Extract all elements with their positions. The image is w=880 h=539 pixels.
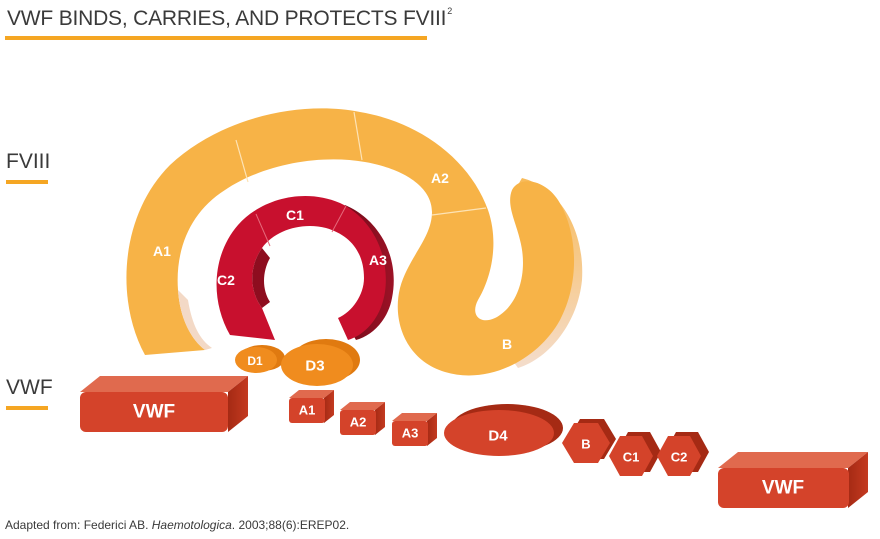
vwf-a3-label: A3 (402, 426, 419, 441)
fviii-a1-label: A1 (153, 243, 171, 259)
vwf-c1: C1 (609, 432, 661, 476)
fviii-ring-divider-2 (331, 205, 347, 233)
vwf-d3: D3 (281, 339, 360, 386)
fviii-divider-1 (235, 139, 249, 183)
fviii-ring-hole-shade (252, 248, 270, 308)
vwf-right-label: VWF (762, 478, 804, 499)
title-underline (5, 36, 427, 40)
vwf-d1: D1 (235, 345, 285, 373)
fviii-divider-2 (353, 111, 363, 161)
fviii-a3-label: A3 (369, 252, 387, 268)
vwf-d1-label: D1 (247, 354, 263, 368)
fviii-divider-3 (431, 207, 487, 216)
fviii-c1-label: C1 (286, 207, 304, 223)
vwf-d4: D4 (444, 404, 563, 456)
fviii-backbone (126, 108, 583, 376)
fviii-a1-inner-fade (178, 290, 212, 350)
vwf-a3: A3 (392, 413, 437, 446)
vwf-a2-label: A2 (350, 415, 367, 430)
fviii-ring-divider-1 (255, 213, 271, 247)
vwf-c2-label: C2 (671, 450, 688, 465)
vwf-left-label: VWF (133, 402, 175, 423)
vwf-a2: A2 (340, 402, 385, 435)
vwf-d4-label: D4 (488, 428, 508, 445)
vwf-a1-label: A1 (299, 403, 316, 418)
fviii-c-ring (216, 196, 394, 340)
vwf-side-rule (6, 406, 48, 410)
citation-journal: Haemotologica (151, 518, 232, 532)
fviii-a2-label: A2 (431, 170, 449, 186)
vwf-side-label: VWF (6, 376, 53, 399)
vwf-block-left: VWF (80, 376, 248, 432)
fviii-c2-label: C2 (217, 272, 235, 288)
vwf-c1-label: C1 (623, 450, 640, 465)
vwf-d3-label: D3 (305, 358, 324, 375)
fviii-ring (216, 196, 386, 340)
page-title: VWF BINDS, CARRIES, AND PROTECTS FVIII2 (7, 6, 453, 30)
vwf-a1: A1 (289, 390, 334, 423)
vwf-block-right: VWF (718, 452, 868, 508)
fviii-side-rule (6, 180, 48, 184)
vwf-c2: C2 (657, 432, 709, 476)
title-superscript: 2 (447, 6, 453, 16)
citation: Adapted from: Federici AB. Haemotologica… (5, 518, 350, 532)
fviii-b-label: B (502, 336, 512, 352)
fviii-ribbon (126, 108, 575, 376)
fviii-side-label: FVIII (6, 150, 51, 173)
vwf-b: B (562, 419, 616, 463)
vwf-b-label: B (581, 437, 590, 452)
